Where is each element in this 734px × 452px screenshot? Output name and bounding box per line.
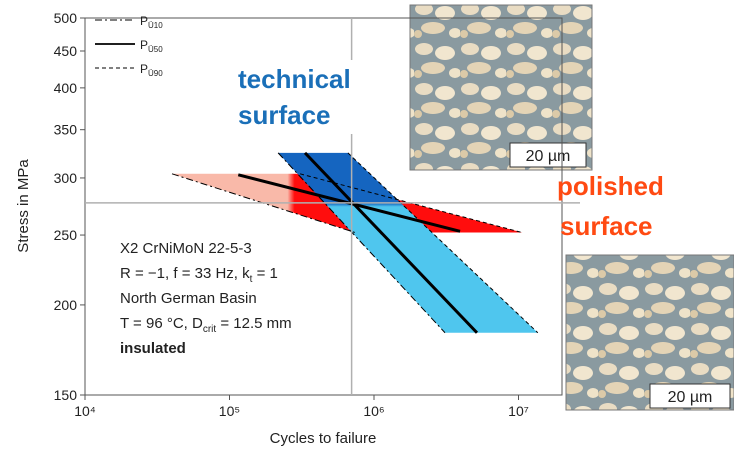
band-line-p10 bbox=[277, 152, 446, 334]
condition-text: insulated bbox=[120, 340, 186, 357]
condition-line: North German Basin bbox=[120, 290, 257, 307]
condition-text: X2 CrNiMoN 22-5-3 bbox=[120, 240, 252, 257]
label-backdrop bbox=[232, 60, 402, 134]
condition-line: insulated bbox=[120, 340, 186, 357]
legend-symbol: P bbox=[140, 62, 148, 76]
y-tick-label: 400 bbox=[54, 80, 78, 96]
condition-line: X2 CrNiMoN 22-5-3 bbox=[120, 240, 252, 257]
condition-text: = 12.5 mm bbox=[216, 315, 291, 332]
band-label: surface bbox=[560, 211, 653, 241]
scatter-band bbox=[278, 152, 538, 333]
y-tick-label: 350 bbox=[54, 122, 78, 138]
micrograph-top: 20 µm bbox=[409, 4, 593, 171]
micrograph-bottom: 20 µm bbox=[565, 254, 734, 411]
legend-subscript: Ü90 bbox=[148, 69, 163, 78]
x-tick-label: 10⁶ bbox=[363, 403, 384, 419]
legend-subscript: Ü10 bbox=[148, 21, 163, 30]
y-tick-label: 500 bbox=[54, 10, 78, 26]
condition-line: R = −1, f = 33 Hz, kt = 1 bbox=[120, 265, 278, 285]
legend-label: PÜ50 bbox=[140, 38, 163, 54]
band-line-p50 bbox=[303, 151, 479, 334]
condition-line: T = 96 °C, Dcrit = 12.5 mm bbox=[120, 315, 292, 335]
x-tick-label: 10⁵ bbox=[219, 403, 240, 419]
legend-symbol: P bbox=[140, 38, 148, 52]
legend-symbol: P bbox=[140, 14, 148, 28]
y-tick-label: 250 bbox=[54, 227, 78, 243]
scale-label: 20 µm bbox=[526, 148, 571, 165]
y-tick-label: 200 bbox=[54, 297, 78, 313]
scale-label: 20 µm bbox=[668, 389, 713, 406]
y-tick-label: 150 bbox=[54, 387, 78, 403]
x-axis-label: Cycles to failure bbox=[270, 430, 377, 447]
condition-subscript: crit bbox=[203, 324, 217, 335]
condition-text: R = −1, f = 33 Hz, k bbox=[120, 265, 250, 282]
condition-text: = 1 bbox=[252, 265, 277, 282]
plot-frame bbox=[84, 17, 563, 396]
legend-subscript: Ü50 bbox=[148, 45, 163, 54]
band-label: technical bbox=[238, 64, 351, 94]
legend-label: PÜ10 bbox=[140, 14, 163, 30]
band-label: polished bbox=[557, 171, 664, 201]
band-line-p90 bbox=[347, 152, 539, 334]
condition-text: T = 96 °C, D bbox=[120, 315, 203, 332]
band-label: surface bbox=[238, 100, 331, 130]
legend-label: PÜ90 bbox=[140, 62, 163, 78]
x-tick-label: 10⁴ bbox=[74, 403, 96, 419]
y-tick-label: 300 bbox=[54, 170, 78, 186]
y-axis-label: Stress in MPa bbox=[15, 159, 32, 253]
condition-subscript: t bbox=[250, 274, 253, 285]
x-tick-label: 10⁷ bbox=[508, 403, 529, 419]
condition-text: North German Basin bbox=[120, 290, 257, 307]
y-tick-label: 450 bbox=[54, 43, 78, 59]
